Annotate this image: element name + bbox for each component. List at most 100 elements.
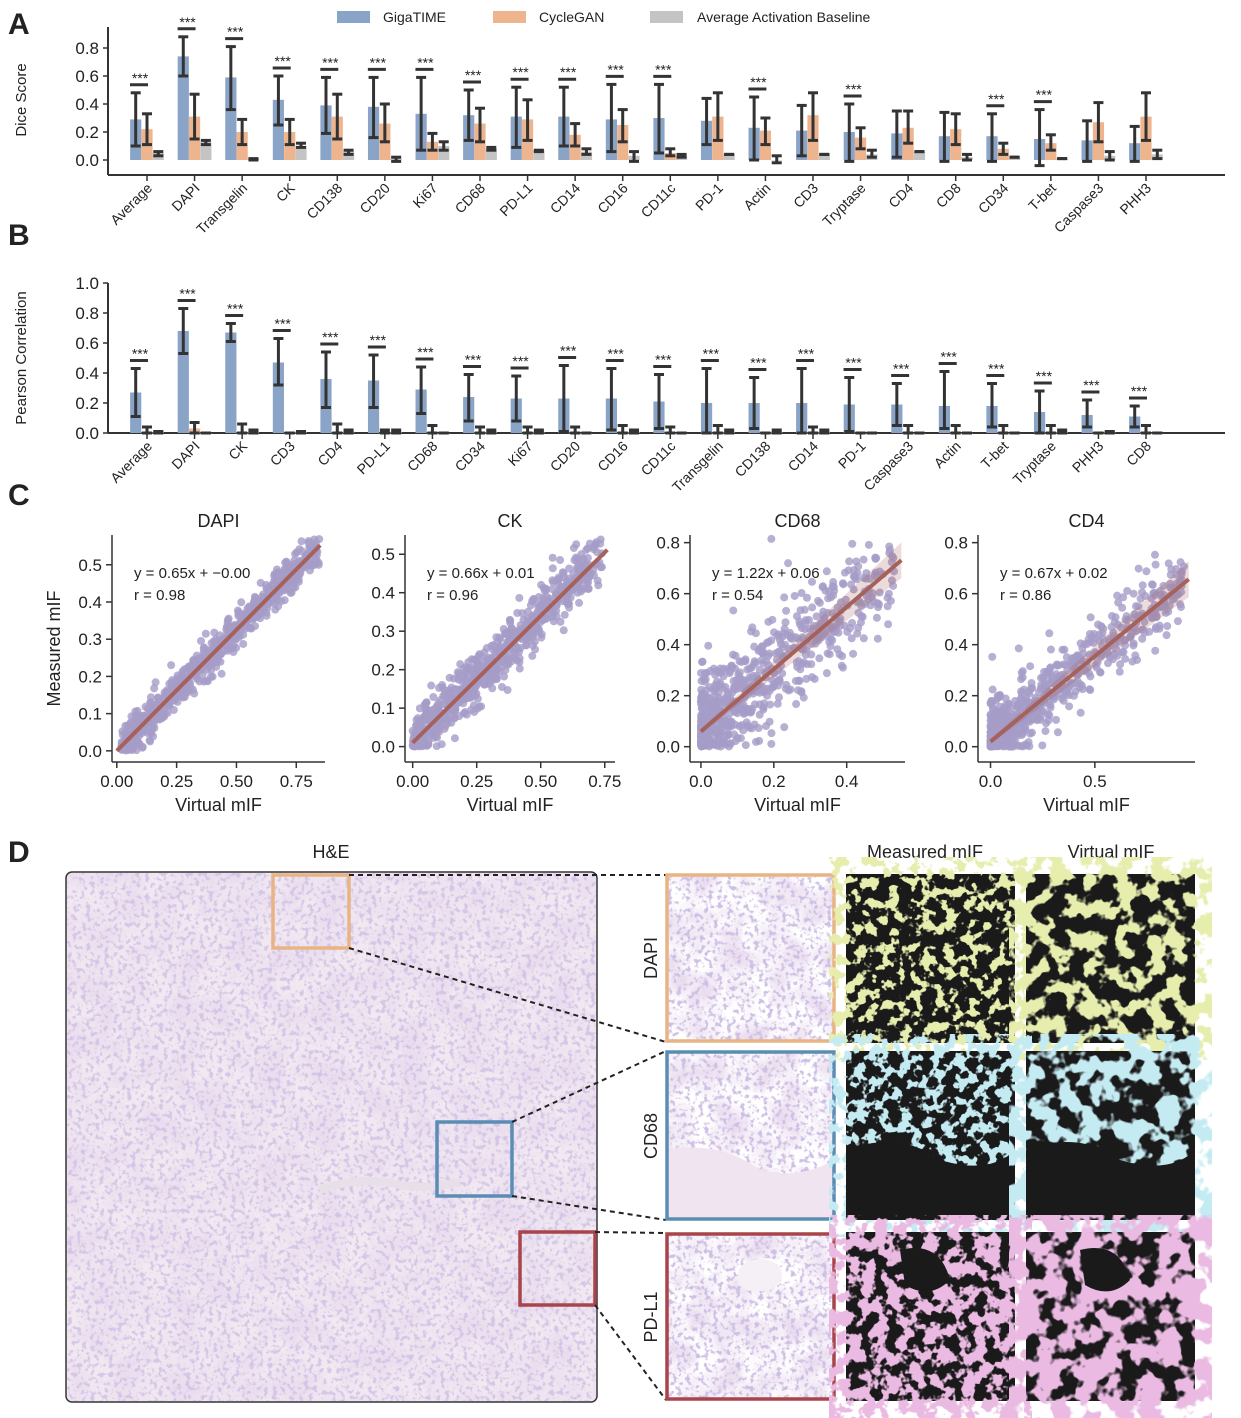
significance-stars: ***	[1083, 377, 1100, 393]
scatter-point	[818, 611, 827, 620]
scatter-point	[549, 617, 558, 626]
scatter-point	[578, 584, 587, 593]
row-label-dapi: DAPI	[641, 937, 661, 979]
y-tick-label: 0.6	[944, 585, 968, 604]
scatter-point	[815, 654, 824, 663]
panel-c-scatter-plots: DAPI 0.00 0.25 0.50 0.75 0.0 0.1 0.2 0.3 0.4 0.5 Vi…	[44, 511, 1195, 815]
significance-stars: ***	[798, 346, 815, 362]
bar-average-activation-baseline	[438, 146, 450, 160]
scatter-title: DAPI	[197, 511, 239, 531]
scatter-point	[748, 623, 757, 632]
scatter-point	[1088, 632, 1097, 641]
legend-label-gigatime: GigaTIME	[383, 9, 446, 25]
scatter-point	[780, 593, 789, 602]
scatter-point	[733, 705, 742, 714]
significance-stars: ***	[560, 343, 577, 359]
x-axis-label: Virtual mIF	[467, 795, 554, 815]
x-tick-label: Caspase3	[1051, 180, 1107, 236]
scatter-point	[758, 642, 767, 651]
scatter-point	[1162, 631, 1171, 640]
scatter-point	[1138, 581, 1147, 590]
scatter-point	[1037, 673, 1046, 682]
scatter-point	[873, 634, 882, 643]
significance-stars: ***	[227, 301, 244, 317]
scatter-points	[117, 535, 324, 755]
scatter-point	[775, 647, 784, 656]
he-whole-slide-image	[65, 871, 598, 1403]
scatter-point	[429, 692, 438, 701]
scatter-point	[474, 658, 483, 667]
y-tick-label: 0.5	[371, 545, 395, 564]
scatter-point	[781, 618, 790, 627]
scatter-point	[808, 577, 817, 586]
y-tick-label: 0.8	[944, 534, 968, 553]
scatter-point	[508, 629, 517, 638]
scatter-point	[1121, 654, 1130, 663]
y-tick-label: 0.0	[75, 151, 99, 170]
significance-stars: ***	[750, 355, 767, 371]
scatter-point	[733, 733, 742, 742]
scatter-point	[767, 636, 776, 645]
scatter-point	[270, 599, 279, 608]
significance-stars: ***	[941, 349, 958, 365]
scatter-point	[808, 673, 817, 682]
scatter-point	[743, 665, 752, 674]
scatter-point	[1086, 685, 1095, 694]
scatter-point	[1059, 696, 1068, 705]
regression-equation: y = 0.66x + 0.01	[427, 565, 535, 582]
y-tick-label: 0.3	[78, 630, 102, 649]
scatter-point	[1156, 590, 1165, 599]
scatter-point	[217, 669, 226, 678]
he-crop-pdl1	[665, 1232, 836, 1401]
scatter-point	[836, 598, 845, 607]
scatter-point	[803, 660, 812, 669]
scatter-point	[202, 676, 211, 685]
scatter-point	[1167, 565, 1176, 574]
scatter-point	[138, 743, 147, 752]
scatter-point	[840, 621, 849, 630]
y-tick-label: 0.4	[371, 584, 395, 603]
significance-stars: ***	[703, 346, 720, 362]
scatter-point	[569, 543, 578, 552]
scatter-point	[1126, 633, 1135, 642]
regression-equation: y = 1.22x + 0.06	[712, 565, 820, 582]
scatter-point	[838, 652, 847, 661]
significance-stars: ***	[465, 67, 482, 83]
x-tick-label: 0.00	[100, 772, 133, 791]
scatter-point	[169, 705, 178, 714]
x-tick-label: PD-1	[692, 180, 726, 214]
y-tick-label: 0.2	[371, 661, 395, 680]
scatter-point	[722, 731, 731, 740]
significance-stars: ***	[560, 64, 577, 80]
x-tick-label: PD-1	[835, 438, 869, 472]
scatter-point	[522, 635, 531, 644]
legend: GigaTIME CycleGAN Average Activation Bas…	[337, 9, 871, 25]
x-tick-label: 0.0	[689, 772, 713, 791]
scatter-point	[799, 693, 808, 702]
measured-mif-dapi	[846, 874, 1015, 1043]
scatter-title: CD4	[1068, 511, 1104, 531]
scatter-point	[1026, 729, 1035, 738]
scatter-point	[1121, 641, 1130, 650]
x-tick-label: CD20	[547, 438, 584, 475]
scatter-point	[731, 651, 740, 660]
panel-d-images: H&E Measured mIF Virtual mIF DAPI CD68 P…	[65, 842, 1195, 1403]
significance-stars: ***	[750, 74, 767, 90]
scatter-point	[705, 699, 714, 708]
he-title: H&E	[312, 842, 349, 862]
scatter-point	[699, 674, 708, 683]
scatter-point	[1115, 667, 1124, 676]
scatter-point	[1046, 645, 1055, 654]
scatter-point	[239, 639, 248, 648]
correlation-label: r = 0.98	[134, 587, 185, 604]
significance-stars: ***	[988, 91, 1005, 107]
regression-line	[411, 548, 609, 745]
scatter-point	[808, 603, 817, 612]
x-tick-label: Tryptase	[1010, 438, 1060, 488]
scatter-point	[868, 589, 877, 598]
y-axis-label: Pearson Correlation	[13, 291, 30, 424]
scatter-point	[1122, 612, 1131, 621]
scatter-point	[723, 689, 732, 698]
significance-stars: ***	[179, 14, 196, 30]
